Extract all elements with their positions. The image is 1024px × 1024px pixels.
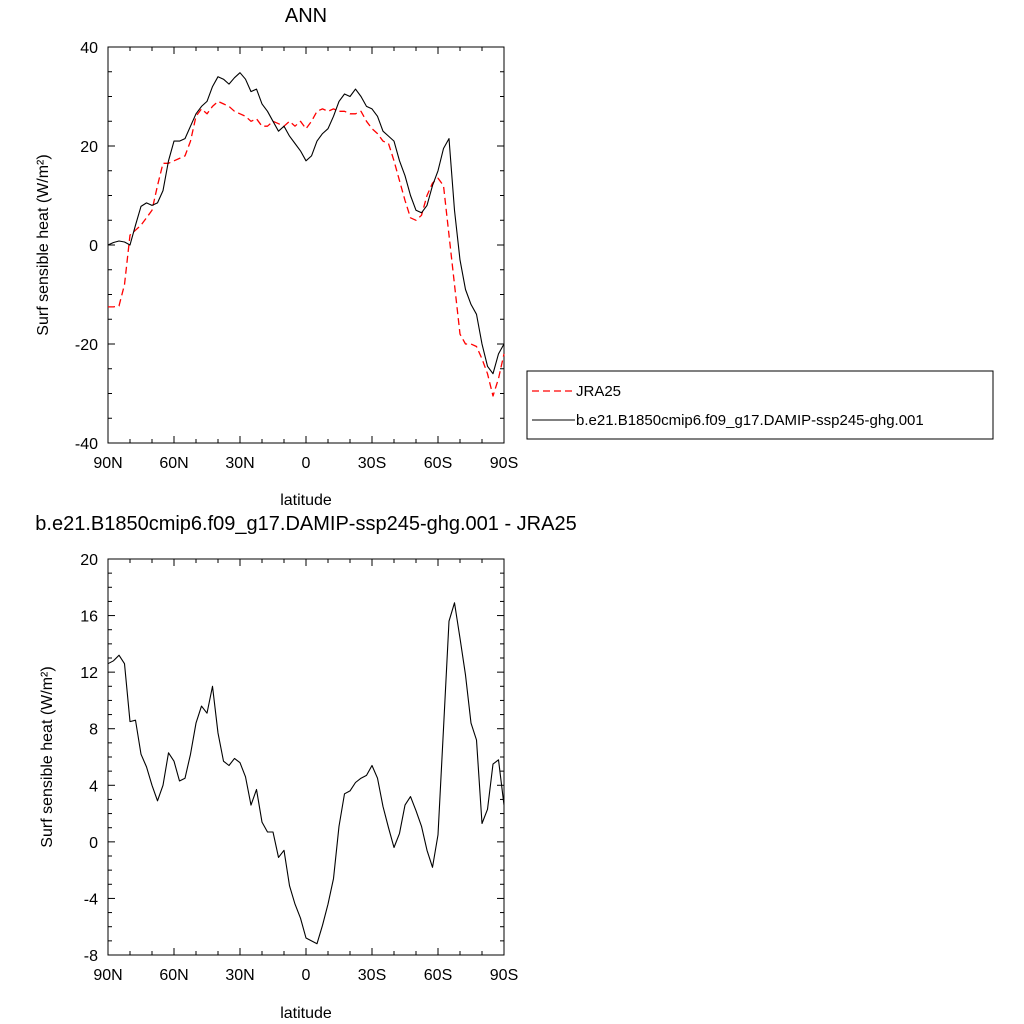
y-tick-label: -40 <box>75 436 98 453</box>
x-tick-label: 90N <box>93 967 122 984</box>
top-chart-y-ticks: 40 20 0 -20 -40 <box>75 40 504 453</box>
bottom-chart-ylabel: Surf sensible heat (W/m²) <box>39 666 56 847</box>
x-tick-label: 30S <box>358 967 386 984</box>
top-chart-ylabel: Surf sensible heat (W/m²) <box>35 154 52 335</box>
bottom-chart-title: b.e21.B1850cmip6.f09_g17.DAMIP-ssp245-gh… <box>35 513 576 535</box>
bottom-chart-y-ticks: 20 16 12 8 4 0 -4 -8 <box>80 552 504 965</box>
series-line-model <box>107 72 505 375</box>
x-tick-label: 30N <box>225 967 254 984</box>
y-tick-label: 16 <box>80 609 98 626</box>
y-tick-label: 0 <box>89 835 98 852</box>
bottom-chart-series <box>107 602 505 945</box>
top-chart-title: ANN <box>285 5 327 27</box>
x-tick-label: 60S <box>424 455 452 472</box>
y-tick-label: 4 <box>89 778 98 795</box>
y-tick-label: 12 <box>80 665 98 682</box>
top-chart-frame <box>107 46 505 444</box>
y-tick-label: 20 <box>80 552 98 569</box>
y-tick-label: 40 <box>80 40 98 57</box>
x-tick-label: 60S <box>424 967 452 984</box>
y-tick-label: 20 <box>80 139 98 156</box>
bottom-chart-x-ticks: 90N 60N 30N 0 30S 60S 90S <box>93 559 518 984</box>
x-tick-label: 0 <box>302 455 311 472</box>
y-tick-label: -8 <box>84 948 98 965</box>
x-tick-label: 60N <box>159 455 188 472</box>
y-tick-label: 8 <box>89 722 98 739</box>
top-chart-xlabel: latitude <box>280 492 332 509</box>
top-chart-x-ticks: 90N 60N 30N 0 30S 60S 90S <box>93 47 518 472</box>
y-tick-label: -4 <box>84 891 98 908</box>
x-tick-label: 0 <box>302 967 311 984</box>
x-tick-label: 30N <box>225 455 254 472</box>
series-line-jra25 <box>108 100 505 397</box>
x-tick-label: 90S <box>490 455 518 472</box>
bottom-chart: b.e21.B1850cmip6.f09_g17.DAMIP-ssp245-gh… <box>35 513 576 1022</box>
y-tick-label: 0 <box>89 238 98 255</box>
y-tick-label: -20 <box>75 337 98 354</box>
top-chart: ANN 90N 60N 30N 0 30S 60S 90S 40 20 0 -20 -40 lati… <box>35 5 518 509</box>
x-tick-label: 60N <box>159 967 188 984</box>
x-tick-label: 30S <box>358 455 386 472</box>
series-line-difference <box>107 602 505 945</box>
bottom-chart-xlabel: latitude <box>280 1005 332 1022</box>
x-tick-label: 90S <box>490 967 518 984</box>
legend-jra25-label: JRA25 <box>576 383 621 400</box>
legend-box <box>526 370 994 440</box>
x-tick-label: 90N <box>93 455 122 472</box>
legend-model-label: b.e21.B1850cmip6.f09_g17.DAMIP-ssp245-gh… <box>576 412 924 429</box>
top-chart-series <box>107 72 505 397</box>
top-chart-legend: JRA25 b.e21.B1850cmip6.f09_g17.DAMIP-ssp… <box>526 370 994 440</box>
